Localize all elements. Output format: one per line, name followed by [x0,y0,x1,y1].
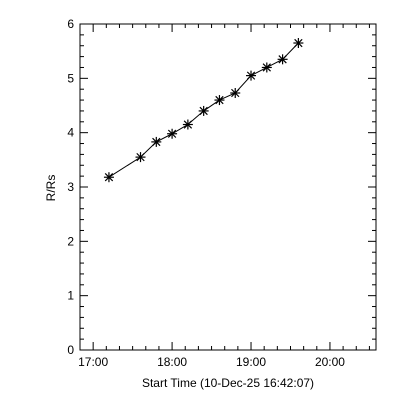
y-axis: 0 1 2 3 4 5 6 [67,17,376,357]
x-axis: 17:00 18:00 19:00 20:00 [78,24,370,369]
data-point [230,88,241,99]
marker-stroke [183,120,193,129]
plot-frame [79,23,377,351]
data-point [214,95,225,106]
marker-stroke [215,95,224,105]
y-tick-label: 2 [67,234,74,248]
data-point [182,119,193,130]
series-plot [103,38,304,183]
y-tick-label: 4 [67,126,74,140]
x-tick-label: 19:00 [236,355,266,369]
x-tick-label: 17:00 [78,355,108,369]
data-point [151,136,162,147]
data-point [135,152,146,163]
data-point [246,70,257,81]
data-point [167,128,178,139]
marker-stroke [294,38,303,48]
data-point [261,62,272,73]
marker-stroke [262,63,271,72]
y-tick-label: 0 [67,343,74,357]
marker-stroke [152,137,161,147]
y-tick-label: 5 [67,71,74,85]
data-point [198,105,209,116]
data-point [103,172,114,183]
marker-stroke [278,55,287,64]
x-axis-label: Start Time (10-Dec-25 16:42:07) [142,376,314,390]
marker-stroke [199,106,208,116]
marker-stroke [167,129,177,138]
x-tick-label: 20:00 [315,355,345,369]
data-point [277,54,288,65]
y-tick-label: 3 [67,180,74,194]
marker-stroke [136,152,145,162]
y-tick-label: 1 [67,289,74,303]
marker-stroke [246,71,256,80]
marker-stroke [104,173,114,182]
y-tick-label: 6 [67,17,74,31]
data-point [293,38,304,49]
marker-stroke [231,88,240,98]
y-axis-label: R/Rs [44,175,58,202]
x-tick-label: 18:00 [157,355,187,369]
